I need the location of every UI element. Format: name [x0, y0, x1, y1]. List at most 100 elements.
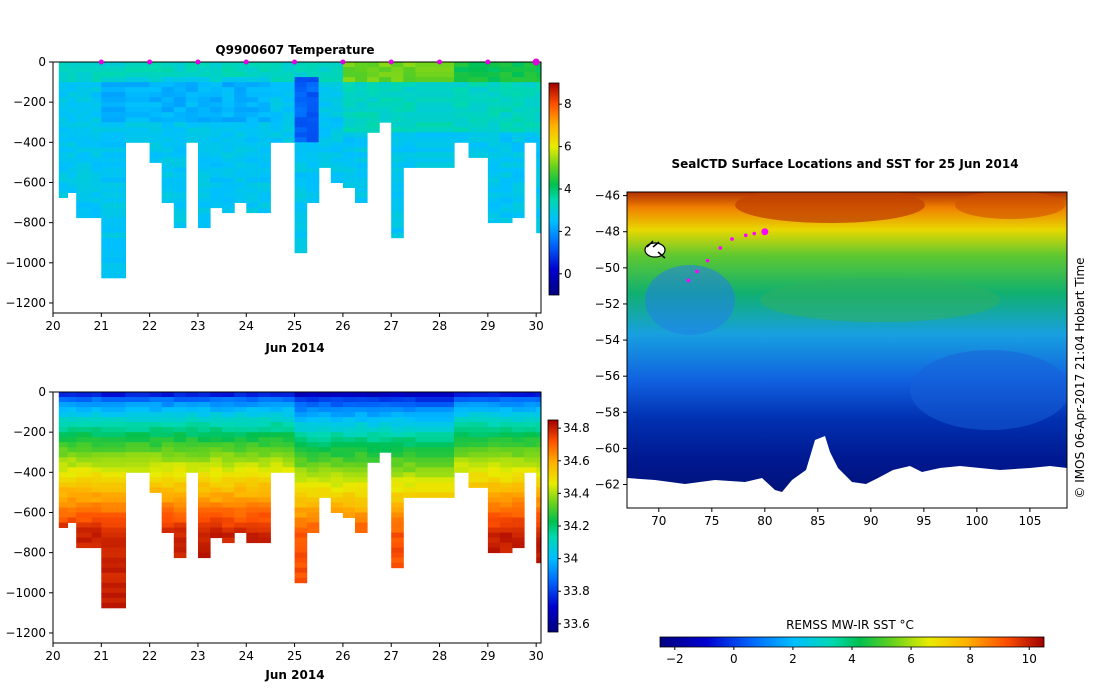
profile-cell: [391, 72, 404, 78]
profile-cell: [222, 507, 235, 513]
profile-cell: [536, 532, 542, 539]
profile-cell: [91, 122, 102, 128]
profile-cell: [234, 167, 247, 173]
profile-cell: [330, 502, 344, 508]
profile-cell: [246, 537, 259, 544]
profile-cell: [282, 62, 296, 68]
profile-cell: [294, 557, 308, 564]
profile-cell: [367, 432, 380, 438]
profile-cell: [468, 82, 489, 88]
profile-cell: [210, 97, 223, 103]
profile-cell: [210, 77, 223, 83]
profile-cell: [76, 122, 93, 128]
profile-cell: [173, 172, 187, 178]
profile-cell: [101, 122, 126, 128]
profile-cell: [198, 222, 211, 229]
profile-cell: [499, 482, 513, 488]
profile-cell: [101, 132, 126, 138]
profile-cell: [101, 422, 126, 428]
profile-cell: [487, 477, 501, 483]
profile-cell: [342, 427, 356, 433]
profile-cell: [403, 402, 416, 408]
profile-cell: [499, 202, 513, 209]
profile-cell: [306, 487, 320, 493]
profile-cell: [67, 172, 77, 178]
profile-cell: [415, 67, 455, 73]
profile-cell: [391, 542, 404, 549]
profile-cell: [185, 452, 199, 458]
profile-cell: [246, 422, 259, 428]
profile-cell: [258, 457, 271, 463]
profile-cell: [415, 427, 455, 433]
profile-cell: [173, 197, 187, 203]
profile-cell: [149, 87, 163, 93]
profile-cell: [234, 427, 247, 433]
profile-cell: [76, 467, 93, 473]
profile-cell: [173, 167, 187, 173]
profile-cell: [342, 147, 356, 153]
profile-cell: [149, 122, 163, 128]
profile-cell: [330, 147, 344, 153]
profile-cell: [210, 112, 223, 118]
profile-cell: [161, 172, 175, 178]
profile-cell: [234, 122, 247, 128]
map-x-tick-label: 75: [704, 514, 719, 528]
profile-cell: [282, 422, 296, 428]
profile-cell: [294, 182, 308, 188]
profile-cell: [367, 452, 380, 458]
x-tick-label: 23: [190, 649, 205, 663]
profile-cell: [512, 442, 525, 448]
profile-cell: [512, 87, 525, 93]
profile-cell: [258, 207, 271, 214]
profile-cell: [342, 117, 356, 123]
profile-cell: [246, 412, 259, 418]
profile-cell: [234, 492, 247, 498]
profile-cell: [222, 187, 235, 193]
profile-cell: [222, 157, 235, 163]
profile-cell: [173, 542, 187, 549]
map-x-tick-label: 90: [863, 514, 878, 528]
profile-cell: [76, 482, 93, 488]
profile-cell: [330, 507, 344, 513]
profile-cell: [306, 417, 320, 423]
profile-cell: [246, 437, 259, 443]
profile-cell: [403, 82, 416, 88]
profile-cell: [234, 497, 247, 503]
profile-cell: [355, 402, 368, 408]
profile-cell: [258, 147, 271, 153]
profile-cell: [379, 82, 392, 88]
profile-cell: [101, 157, 126, 163]
profile-cell: [487, 87, 501, 93]
profile-cell: [379, 92, 392, 98]
profile-cell: [294, 147, 308, 153]
profile-cell: [198, 412, 211, 418]
profile-cell: [234, 412, 247, 418]
profile-cell: [499, 437, 513, 443]
profile-cell: [487, 497, 501, 503]
profile-cell: [161, 77, 175, 83]
profile-cell: [367, 87, 380, 93]
profile-cell: [379, 447, 392, 453]
profile-cell: [468, 77, 489, 83]
profile-cell: [161, 122, 175, 128]
profile-cell: [355, 187, 368, 193]
profile-cell: [258, 142, 271, 148]
profile-cell: [355, 97, 368, 103]
profile-cell: [234, 407, 247, 413]
profile-cell: [161, 497, 175, 503]
profile-cell: [76, 107, 93, 113]
profile-cell: [185, 437, 199, 443]
profile-cell: [454, 132, 469, 138]
profile-cell: [161, 437, 175, 443]
profile-cell: [330, 72, 344, 78]
profile-cell: [294, 427, 308, 433]
profile-cell: [246, 177, 259, 183]
profile-cell: [379, 77, 392, 83]
profile-cell: [415, 62, 455, 68]
profile-cell: [499, 87, 513, 93]
profile-cell: [415, 442, 455, 448]
profile-cell: [318, 107, 332, 113]
profile-cell: [379, 437, 392, 443]
profile-cell: [499, 462, 513, 468]
profile-cell: [536, 152, 542, 158]
